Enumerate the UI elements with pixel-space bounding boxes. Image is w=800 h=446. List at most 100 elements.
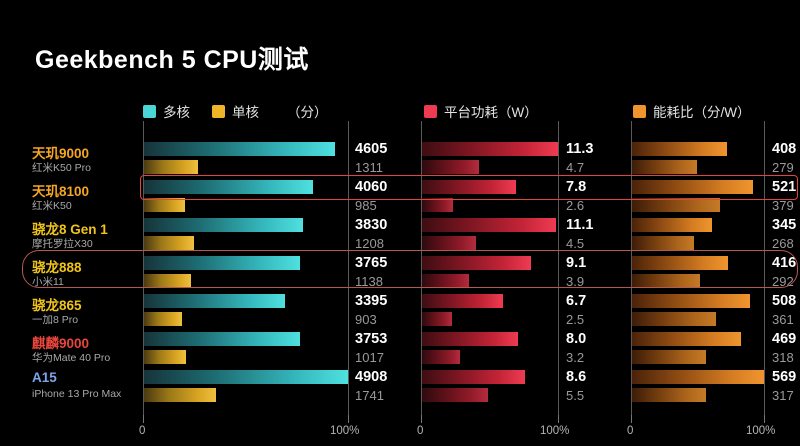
value-efficiency-multicore: 416 xyxy=(772,255,797,271)
value-efficiency-multicore: 469 xyxy=(772,331,797,347)
bar-power-peak xyxy=(422,370,526,384)
bar-efficiency-multicore xyxy=(632,142,727,156)
value-singlecore: 903 xyxy=(355,312,377,327)
page-title: Geekbench 5 CPU测试 xyxy=(35,46,309,74)
bar-power-avg xyxy=(422,388,489,402)
value-power-peak: 11.1 xyxy=(566,217,594,233)
bar-efficiency-multicore xyxy=(632,332,741,346)
bar-efficiency-multicore xyxy=(632,370,764,384)
separator-eff-right xyxy=(764,121,765,421)
value-efficiency-singlecore: 361 xyxy=(772,312,794,327)
bar-power-peak xyxy=(422,218,556,232)
table-row[interactable]: 骁龙865 一加8 Pro 3395 903 6.7 2.5 508 361 xyxy=(0,293,800,331)
legend-swatch-efficiency xyxy=(633,104,646,118)
value-power-avg: 2.5 xyxy=(566,312,585,327)
separator-power-right xyxy=(558,121,559,421)
table-row[interactable]: 天玑8100 红米K50 4060 985 7.8 2.6 521 379 xyxy=(0,179,800,217)
bar-efficiency-multicore xyxy=(632,218,712,232)
value-efficiency-singlecore: 318 xyxy=(772,350,794,365)
legend-swatch-singlecore xyxy=(212,104,225,118)
row-chip-name: 骁龙865 xyxy=(32,298,82,313)
value-multicore: 3753 xyxy=(355,331,388,347)
value-efficiency-singlecore: 279 xyxy=(772,160,794,175)
bar-efficiency-singlecore xyxy=(632,312,716,326)
value-power-avg: 4.5 xyxy=(566,236,585,251)
value-efficiency-multicore: 345 xyxy=(772,217,797,233)
bar-power-avg xyxy=(422,236,477,250)
row-chip-name: 天玑9000 xyxy=(32,146,90,161)
bar-singlecore xyxy=(144,160,199,174)
row-chip-name: 麒麟9000 xyxy=(32,336,90,351)
value-power-peak: 8.0 xyxy=(566,331,587,347)
value-singlecore: 1017 xyxy=(355,350,384,365)
bar-multicore xyxy=(144,218,304,232)
bar-multicore xyxy=(144,294,286,308)
axis-tick-eff-100 xyxy=(764,415,765,423)
value-power-peak: 6.7 xyxy=(566,293,587,309)
legend-label-singlecore: 单核 xyxy=(232,105,259,120)
legend-unit-score-label: （分） xyxy=(287,105,328,120)
bar-singlecore xyxy=(144,388,217,402)
value-singlecore: 1208 xyxy=(355,236,384,251)
axis-label-score-0: 0 xyxy=(139,425,146,437)
value-singlecore: 1741 xyxy=(355,388,384,403)
bar-singlecore xyxy=(144,198,185,212)
value-power-peak: 9.1 xyxy=(566,255,587,271)
axis-label-eff-100: 100% xyxy=(746,425,776,437)
value-efficiency-multicore: 408 xyxy=(772,141,797,157)
value-power-avg: 5.5 xyxy=(566,388,585,403)
axis-tick-eff-0 xyxy=(631,415,632,423)
separator-score-left xyxy=(143,121,144,421)
separator-power-left xyxy=(421,121,422,421)
bar-efficiency-multicore xyxy=(632,180,753,194)
bar-singlecore xyxy=(144,312,182,326)
value-power-avg: 3.2 xyxy=(566,350,585,365)
legend-item-multicore: 多核 xyxy=(143,101,190,121)
bar-power-avg xyxy=(422,198,454,212)
legend-label-power: 平台功耗（W） xyxy=(444,105,538,120)
axis-label-power-0: 0 xyxy=(417,425,424,437)
value-power-avg: 2.6 xyxy=(566,198,585,213)
row-device-name: 红米K50 xyxy=(32,200,72,212)
bar-efficiency-singlecore xyxy=(632,198,720,212)
row-device-name: 一加8 Pro xyxy=(32,314,79,326)
value-multicore: 4908 xyxy=(355,369,388,385)
separator-score-right xyxy=(348,121,349,421)
row-chip-name: A15 xyxy=(32,370,57,385)
row-chip-name: 天玑8100 xyxy=(32,184,90,199)
separator-eff-left xyxy=(631,121,632,421)
value-power-peak: 11.3 xyxy=(566,141,594,157)
value-efficiency-singlecore: 268 xyxy=(772,236,794,251)
legend-label-multicore: 多核 xyxy=(163,105,190,120)
bar-multicore xyxy=(144,142,336,156)
table-row[interactable]: 骁龙888 小米11 3765 1138 9.1 3.9 416 292 xyxy=(0,255,800,293)
value-multicore: 3765 xyxy=(355,255,388,271)
axis-tick-power-0 xyxy=(421,415,422,423)
bar-efficiency-multicore xyxy=(632,294,750,308)
value-efficiency-singlecore: 317 xyxy=(772,388,794,403)
bar-multicore xyxy=(144,370,348,384)
axis-label-power-100: 100% xyxy=(540,425,570,437)
bar-efficiency-multicore xyxy=(632,256,729,270)
row-chip-name: 骁龙888 xyxy=(32,260,82,275)
axis-tick-score-0 xyxy=(143,415,144,423)
legend-item-singlecore: 单核 xyxy=(212,101,259,121)
value-power-avg: 3.9 xyxy=(566,274,585,289)
legend-unit-score: （分） xyxy=(287,101,328,121)
value-efficiency-multicore: 508 xyxy=(772,293,797,309)
table-row[interactable]: 骁龙8 Gen 1 摩托罗拉X30 3830 1208 11.1 4.5 345 268 xyxy=(0,217,800,255)
bar-efficiency-singlecore xyxy=(632,274,700,288)
bar-multicore xyxy=(144,180,313,194)
table-row[interactable]: 麒麟9000 华为Mate 40 Pro 3753 1017 8.0 3.2 469 318 xyxy=(0,331,800,369)
bar-power-avg xyxy=(422,312,453,326)
table-row[interactable]: 天玑9000 红米K50 Pro 4605 1311 11.3 4.7 408 279 xyxy=(0,141,800,179)
bar-efficiency-singlecore xyxy=(632,388,706,402)
value-singlecore: 985 xyxy=(355,198,377,213)
table-row[interactable]: A15 iPhone 13 Pro Max 4908 1741 8.6 5.5 569 317 xyxy=(0,369,800,407)
bar-multicore xyxy=(144,256,301,270)
axis-label-score-100: 100% xyxy=(330,425,360,437)
row-device-name: 红米K50 Pro xyxy=(32,162,91,174)
value-singlecore: 1138 xyxy=(355,274,383,289)
legend-swatch-multicore xyxy=(143,104,156,118)
bar-power-avg xyxy=(422,274,469,288)
